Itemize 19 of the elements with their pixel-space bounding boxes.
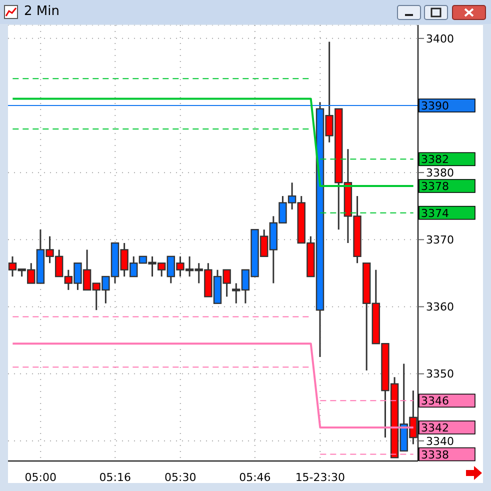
x-tick-label: 15-23:30 [295, 471, 345, 484]
data-label: 3338 [421, 448, 449, 462]
x-tick-label: 05:30 [164, 471, 196, 484]
data-label: 3382 [421, 153, 449, 166]
y-tick-label: 3380 [426, 166, 454, 180]
chart-title: 2 Min [24, 4, 60, 19]
data-label: 3346 [421, 394, 449, 408]
x-tick-label: 05:16 [99, 471, 132, 484]
y-tick-label: 3350 [426, 368, 454, 381]
data-label: 3378 [421, 180, 449, 193]
x-tick-label: 05:46 [239, 471, 271, 484]
x-tick-label: 05:00 [24, 471, 56, 484]
y-tick-label: 3360 [426, 300, 454, 314]
ref-line-label: 3390 [421, 99, 449, 112]
data-label: 3374 [421, 206, 449, 220]
y-tick-label: 3400 [426, 32, 454, 46]
y-tick-label: 3370 [426, 234, 454, 247]
data-label: 3342 [421, 421, 449, 434]
y-tick-label: 3340 [426, 434, 454, 448]
